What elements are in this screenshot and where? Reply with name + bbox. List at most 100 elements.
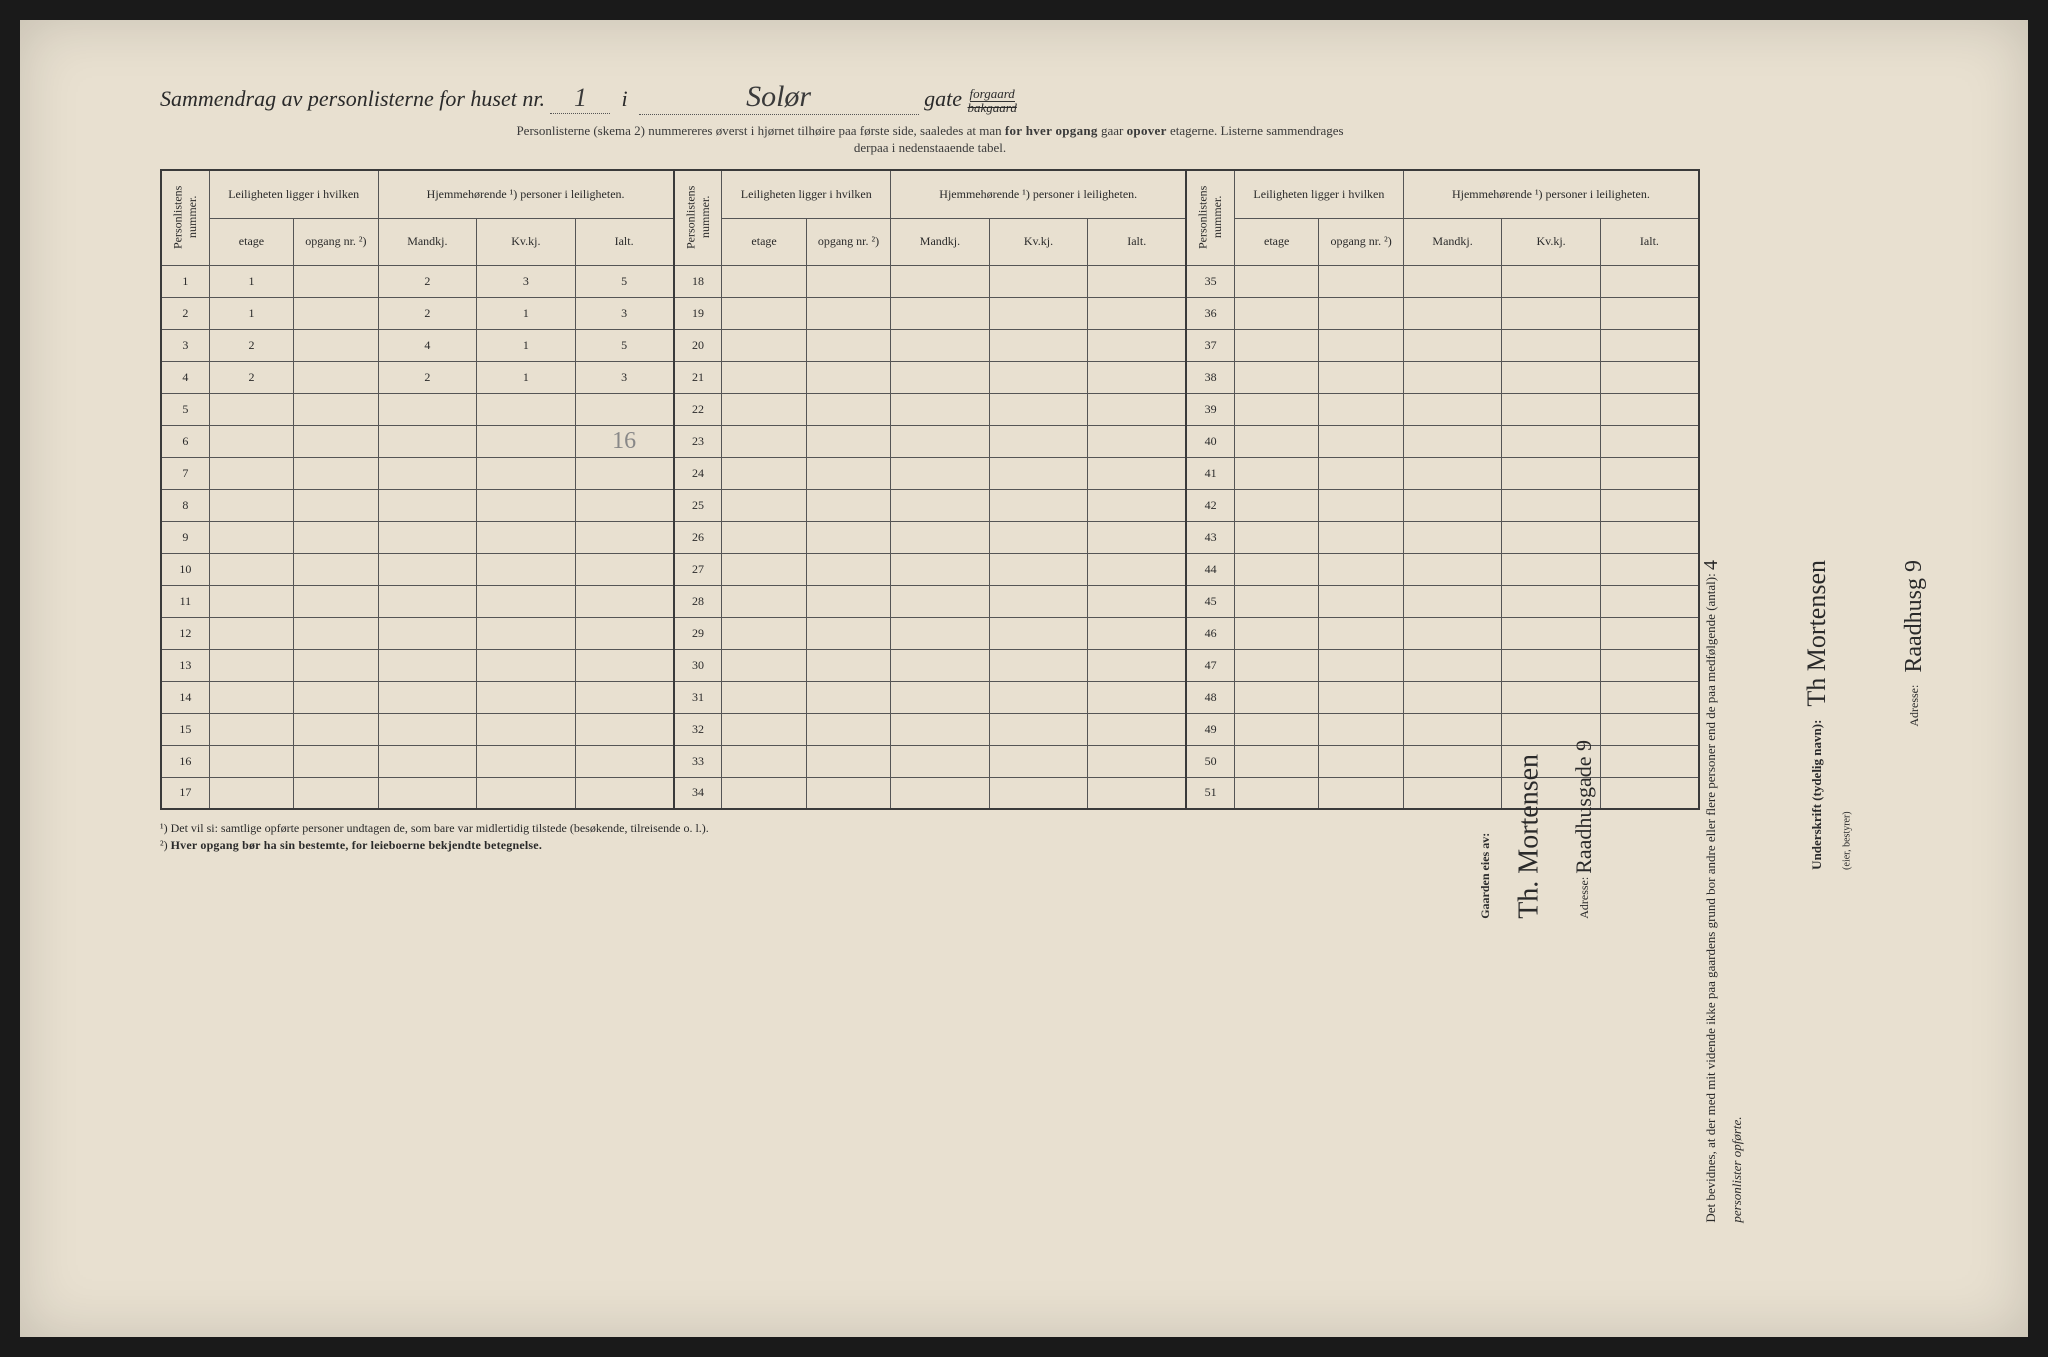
row-number-3: 39 [1186, 393, 1234, 425]
bevidnes-text: Det bevidnes, at der med mit vidende ikk… [1703, 570, 1718, 1223]
cell-empty [722, 553, 806, 585]
cell-empty [1502, 617, 1601, 649]
cell-opgang [294, 329, 378, 361]
cell-empty [1319, 265, 1403, 297]
cell-empty [989, 681, 1088, 713]
row-number-2: 24 [674, 457, 722, 489]
col-mandkj-3: Mandkj. [1403, 218, 1502, 265]
table-row: 9 26 43 [161, 521, 1699, 553]
cell-empty [806, 585, 890, 617]
cell-kvkj: 1 [477, 297, 576, 329]
cell-empty [891, 361, 990, 393]
col-hjemme-1: Hjemmehørende ¹) personer i leiligheten. [378, 170, 674, 218]
cell-empty [1600, 521, 1699, 553]
cell-opgang [294, 777, 378, 809]
row-number: 14 [161, 681, 209, 713]
cell-empty [1234, 649, 1318, 681]
row-number-3: 40 [1186, 425, 1234, 457]
personlister-text: personlister opførte. [1729, 1116, 1744, 1222]
cell-empty [1403, 553, 1502, 585]
gaarden-eies-label: Gaarden eies av: [1478, 833, 1492, 919]
cell-empty [1234, 297, 1318, 329]
cell-opgang [294, 713, 378, 745]
cell-empty [989, 361, 1088, 393]
cell-empty [989, 457, 1088, 489]
row-number-2: 25 [674, 489, 722, 521]
row-number-2: 18 [674, 265, 722, 297]
footnote-2a: ²) [160, 838, 171, 852]
cell-empty [1600, 649, 1699, 681]
cell-mandkj [378, 585, 477, 617]
table-row: 10 27 44 [161, 553, 1699, 585]
cell-empty [722, 681, 806, 713]
antal-value: 4 [1700, 560, 1722, 570]
cell-empty [1319, 457, 1403, 489]
cell-kvkj [477, 777, 576, 809]
content-area: Sammendrag av personlisterne for huset n… [160, 80, 1700, 854]
cell-empty [1502, 361, 1601, 393]
cell-empty [1502, 585, 1601, 617]
row-number-3: 51 [1186, 777, 1234, 809]
cell-ialt: 5 [575, 265, 674, 297]
cell-kvkj [477, 489, 576, 521]
cell-empty [722, 297, 806, 329]
cell-empty [989, 521, 1088, 553]
col-opgang-2: opgang nr. ²) [806, 218, 890, 265]
col-mandkj-2: Mandkj. [891, 218, 990, 265]
cell-empty [1600, 777, 1699, 809]
cell-empty [1234, 489, 1318, 521]
row-number-2: 21 [674, 361, 722, 393]
cell-empty [1088, 649, 1187, 681]
row-number: 8 [161, 489, 209, 521]
cell-empty [1600, 745, 1699, 777]
col-hjemme-2: Hjemmehørende ¹) personer i leiligheten. [891, 170, 1187, 218]
cell-empty [722, 361, 806, 393]
cell-mandkj [378, 425, 477, 457]
cell-kvkj [477, 585, 576, 617]
cell-empty [1403, 585, 1502, 617]
cell-etage: 2 [209, 361, 293, 393]
cell-empty [806, 265, 890, 297]
table-row: 16 33 50 [161, 745, 1699, 777]
cell-ialt [575, 521, 674, 553]
cell-empty [989, 649, 1088, 681]
cell-opgang [294, 425, 378, 457]
cell-empty [989, 393, 1088, 425]
row-number-3: 44 [1186, 553, 1234, 585]
table-header: Personlistens nummer. Leiligheten ligger… [161, 170, 1699, 265]
row-number-2: 29 [674, 617, 722, 649]
cell-empty [806, 297, 890, 329]
cell-empty [1234, 745, 1318, 777]
row-number: 7 [161, 457, 209, 489]
cell-empty [1600, 489, 1699, 521]
cell-etage [209, 553, 293, 585]
cell-empty [1502, 265, 1601, 297]
row-number-3: 47 [1186, 649, 1234, 681]
cell-empty [1319, 361, 1403, 393]
cell-empty [1234, 361, 1318, 393]
house-number: 1 [550, 83, 610, 114]
cell-ialt [575, 553, 674, 585]
cell-empty [1600, 553, 1699, 585]
cell-opgang [294, 361, 378, 393]
footnote-1: ¹) Det vil si: samtlige opførte personer… [160, 820, 1700, 837]
cell-opgang [294, 457, 378, 489]
cell-mandkj: 4 [378, 329, 477, 361]
cell-empty [1319, 713, 1403, 745]
sub1e: etagerne. Listerne sammendrages [1170, 123, 1344, 138]
cell-ialt [575, 681, 674, 713]
address-2: Raadhusg 9 [1901, 560, 1927, 673]
col-personlistens-1: Personlistens nummer. [161, 170, 209, 265]
cell-empty [1403, 297, 1502, 329]
cell-empty [1403, 521, 1502, 553]
cell-etage: 1 [209, 265, 293, 297]
col-leiligheten-3: Leiligheten ligger i hvilken [1234, 170, 1403, 218]
cell-empty [1088, 521, 1187, 553]
gate-word: gate [924, 86, 962, 111]
cell-empty [722, 521, 806, 553]
cell-kvkj: 1 [477, 329, 576, 361]
cell-opgang [294, 265, 378, 297]
cell-empty [722, 329, 806, 361]
cell-kvkj [477, 681, 576, 713]
cell-empty [1234, 329, 1318, 361]
